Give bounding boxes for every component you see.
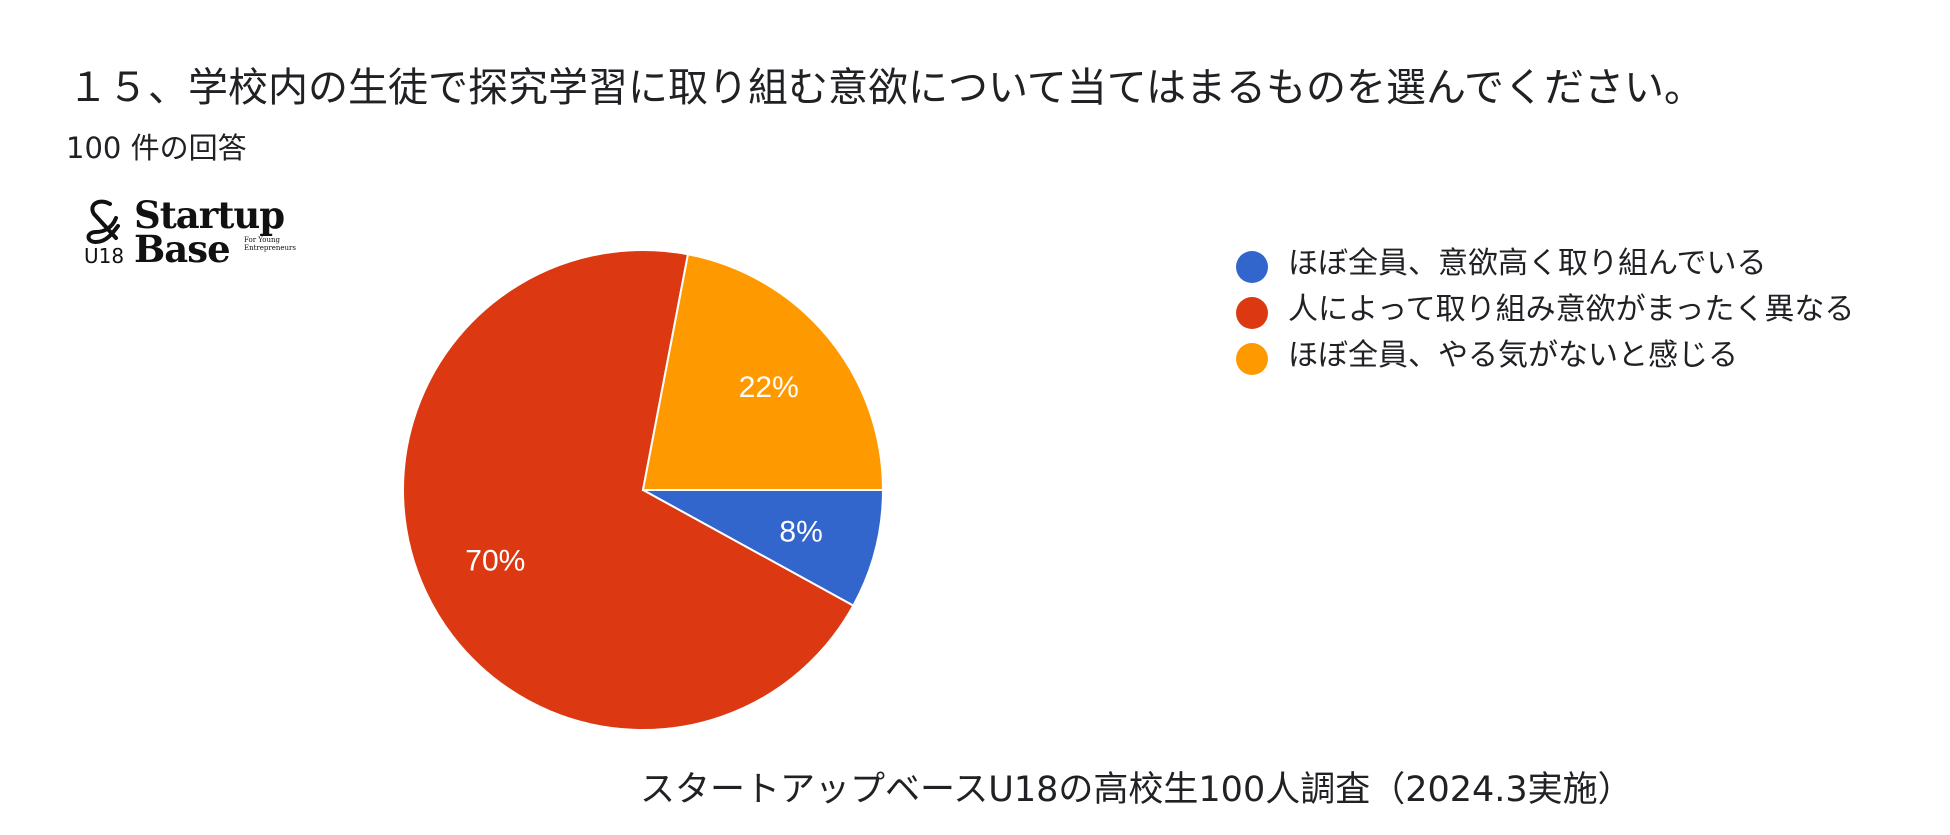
response-count: 100 件の回答 xyxy=(66,131,247,165)
ampersand-logo-icon xyxy=(86,199,120,245)
chart-title: １５、学校内の生徒で探究学習に取り組む意欲について当てはまるものを選んでください… xyxy=(68,65,1704,111)
legend-color-dot xyxy=(1236,297,1268,329)
legend: ほぼ全員、意欲高く取り組んでいる 人によって取り組み意欲がまったく異なる ほぼ全… xyxy=(1236,243,1876,381)
pie-slice xyxy=(402,249,855,731)
pie-slice xyxy=(641,253,885,491)
pie-slice xyxy=(642,489,885,607)
legend-item: ほぼ全員、やる気がないと感じる xyxy=(1236,335,1876,377)
startup-base-logo: U18 Startup Base For Young Entrepreneurs xyxy=(82,196,302,272)
legend-color-dot xyxy=(1236,343,1268,375)
logo-tagline: For Young Entrepreneurs xyxy=(244,236,296,252)
logo-word-base: Base xyxy=(134,227,231,271)
legend-item: 人によって取り組み意欲がまったく異なる xyxy=(1236,289,1876,331)
survey-footnote: スタートアップベースU18の高校生100人調査（2024.3実施） xyxy=(640,770,1633,810)
logo-u18-text: U18 xyxy=(84,244,125,268)
logo-word-startup: Startup xyxy=(134,193,285,237)
pie-slice-label: 22% xyxy=(739,371,799,404)
pie-slice-label: 8% xyxy=(779,516,822,549)
legend-label: ほぼ全員、やる気がないと感じる xyxy=(1288,338,1738,373)
legend-label: ほぼ全員、意欲高く取り組んでいる xyxy=(1288,246,1767,281)
legend-color-dot xyxy=(1236,251,1268,283)
pie-slice-label: 70% xyxy=(465,544,525,577)
legend-item: ほぼ全員、意欲高く取り組んでいる xyxy=(1236,243,1876,285)
legend-label: 人によって取り組み意欲がまったく異なる xyxy=(1288,292,1855,327)
